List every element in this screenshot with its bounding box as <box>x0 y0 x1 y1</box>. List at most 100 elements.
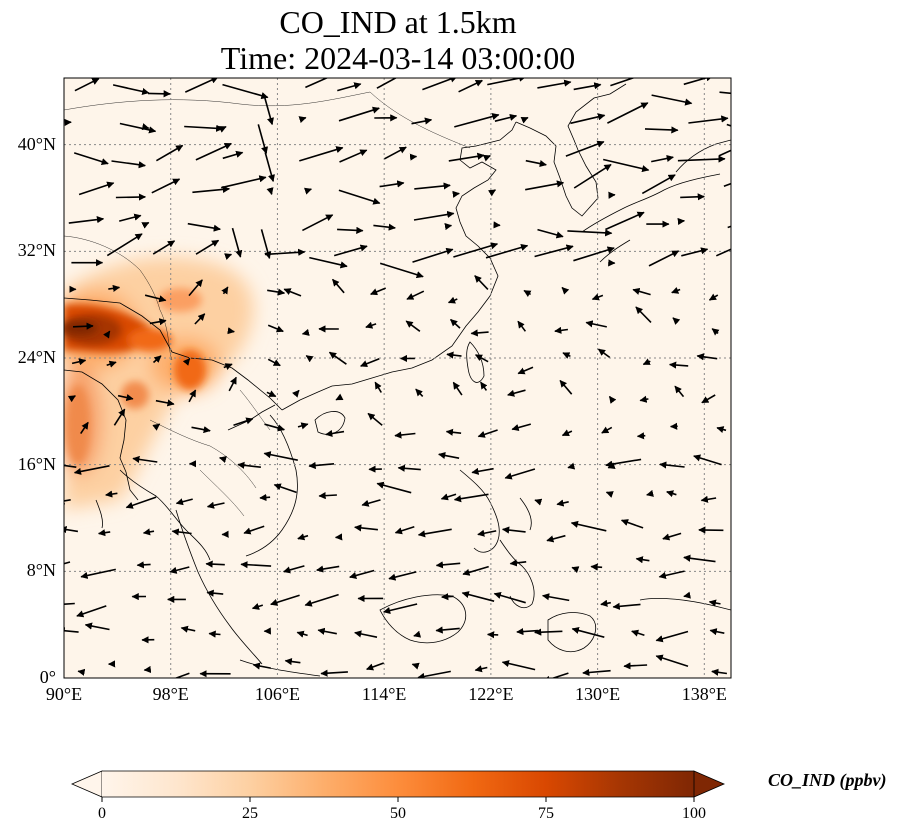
wind-arrow <box>339 149 368 163</box>
lon-label: 130°E <box>574 684 621 704</box>
wind-arrow <box>597 348 611 359</box>
lon-label: 90°E <box>45 684 83 704</box>
wind-arrow <box>435 561 461 569</box>
wind-arrow <box>67 395 76 403</box>
wind-arrow <box>64 525 79 534</box>
wind-arrow <box>610 78 636 87</box>
wind-arrow <box>723 182 731 187</box>
wind-arrow <box>417 670 451 678</box>
colorbar <box>70 770 726 802</box>
wind-arrow <box>641 174 676 195</box>
wind-arrow <box>194 313 206 325</box>
wind-arrow <box>169 566 190 574</box>
wind-arrow <box>447 296 458 304</box>
wind-arrow <box>308 461 335 470</box>
wind-arrow <box>77 668 86 676</box>
wind-arrow <box>144 294 167 303</box>
wind-arrow <box>542 672 569 678</box>
wind-arrow <box>708 599 721 607</box>
wind-arrow <box>415 388 424 397</box>
wind-arrow <box>337 226 364 234</box>
wind-arrow <box>136 561 151 569</box>
wind-arrow <box>520 116 529 124</box>
wind-arrow <box>118 213 142 222</box>
wind-arrow <box>115 193 147 201</box>
wind-arrow <box>208 630 221 638</box>
wind-arrow <box>305 355 314 363</box>
wind-arrow <box>296 630 308 638</box>
wind-arrow <box>454 113 500 128</box>
wind-arrow <box>605 491 614 498</box>
wind-arrow <box>590 563 603 571</box>
wind-arrow <box>635 306 652 323</box>
wind-arrow <box>80 568 116 579</box>
wind-arrow <box>328 351 347 365</box>
wind-arrow <box>482 154 491 162</box>
colorbar-tick-label: 100 <box>682 805 706 822</box>
wind-arrow <box>534 628 563 636</box>
wind-arrow <box>477 429 498 438</box>
lon-label: 114°E <box>361 684 407 704</box>
wind-arrow <box>494 113 518 122</box>
wind-arrow <box>252 662 271 670</box>
wind-arrow <box>283 288 302 297</box>
wind-arrow <box>405 320 421 332</box>
wind-arrow <box>394 431 416 439</box>
wind-arrow <box>559 379 573 395</box>
wind-arrow <box>195 142 232 161</box>
wind-arrow <box>438 451 460 460</box>
wind-arrow <box>218 125 227 133</box>
wind-arrow <box>184 78 219 93</box>
wind-arrow <box>719 91 731 95</box>
wind-arrow <box>152 240 176 255</box>
wind-arrow <box>180 625 196 633</box>
wind-arrow <box>267 358 281 367</box>
wind-arrow <box>541 593 570 602</box>
wind-arrow <box>523 289 532 297</box>
wind-arrow <box>567 462 576 470</box>
wind-arrow <box>582 668 611 677</box>
wind-arrow <box>195 239 220 255</box>
wind-arrow <box>188 279 203 297</box>
wind-arrow <box>301 328 310 336</box>
wind-arrow <box>501 660 536 671</box>
wind-arrow <box>155 144 184 162</box>
wind-arrow <box>379 262 424 279</box>
wind-arrow <box>608 395 617 404</box>
wind-arrow <box>696 353 718 361</box>
wind-arrow <box>221 286 229 295</box>
wind-arrow <box>73 152 109 166</box>
wind-arrow <box>554 326 569 334</box>
wind-arrow <box>149 318 167 326</box>
wind-arrow <box>501 526 526 534</box>
wind-arrow <box>191 426 211 434</box>
lon-label: 98°E <box>152 684 189 704</box>
wind-arrow <box>320 669 348 677</box>
wind-arrow <box>450 318 461 329</box>
wind-arrow <box>411 117 433 125</box>
wind-arrow <box>726 123 731 127</box>
wind-arrow <box>632 287 651 296</box>
map-subtitle-time: Time: 2024-03-14 03:00:00 <box>220 40 576 76</box>
wind-arrow <box>680 193 705 201</box>
wind-arrow <box>184 124 224 132</box>
wind-arrow <box>517 366 534 375</box>
wind-arrow <box>607 462 616 470</box>
wind-arrow <box>333 244 368 257</box>
wind-arrow <box>711 328 720 336</box>
wind-arrow <box>174 672 190 678</box>
wind-arrow <box>509 559 527 567</box>
lat-label: 16°N <box>17 453 56 474</box>
wind-arrow <box>406 290 425 300</box>
coastlines <box>64 83 731 677</box>
wind-arrow <box>636 432 646 440</box>
wind-arrow <box>486 631 499 639</box>
wind-arrow <box>441 593 454 601</box>
wind-arrow <box>270 594 300 606</box>
wind-arrow <box>446 351 462 359</box>
wind-arrow <box>623 662 648 670</box>
wind-arrow <box>511 423 532 432</box>
wind-arrow <box>635 556 650 564</box>
colorbar-tick-label: 0 <box>98 805 106 822</box>
lat-label: 40°N <box>17 133 56 154</box>
